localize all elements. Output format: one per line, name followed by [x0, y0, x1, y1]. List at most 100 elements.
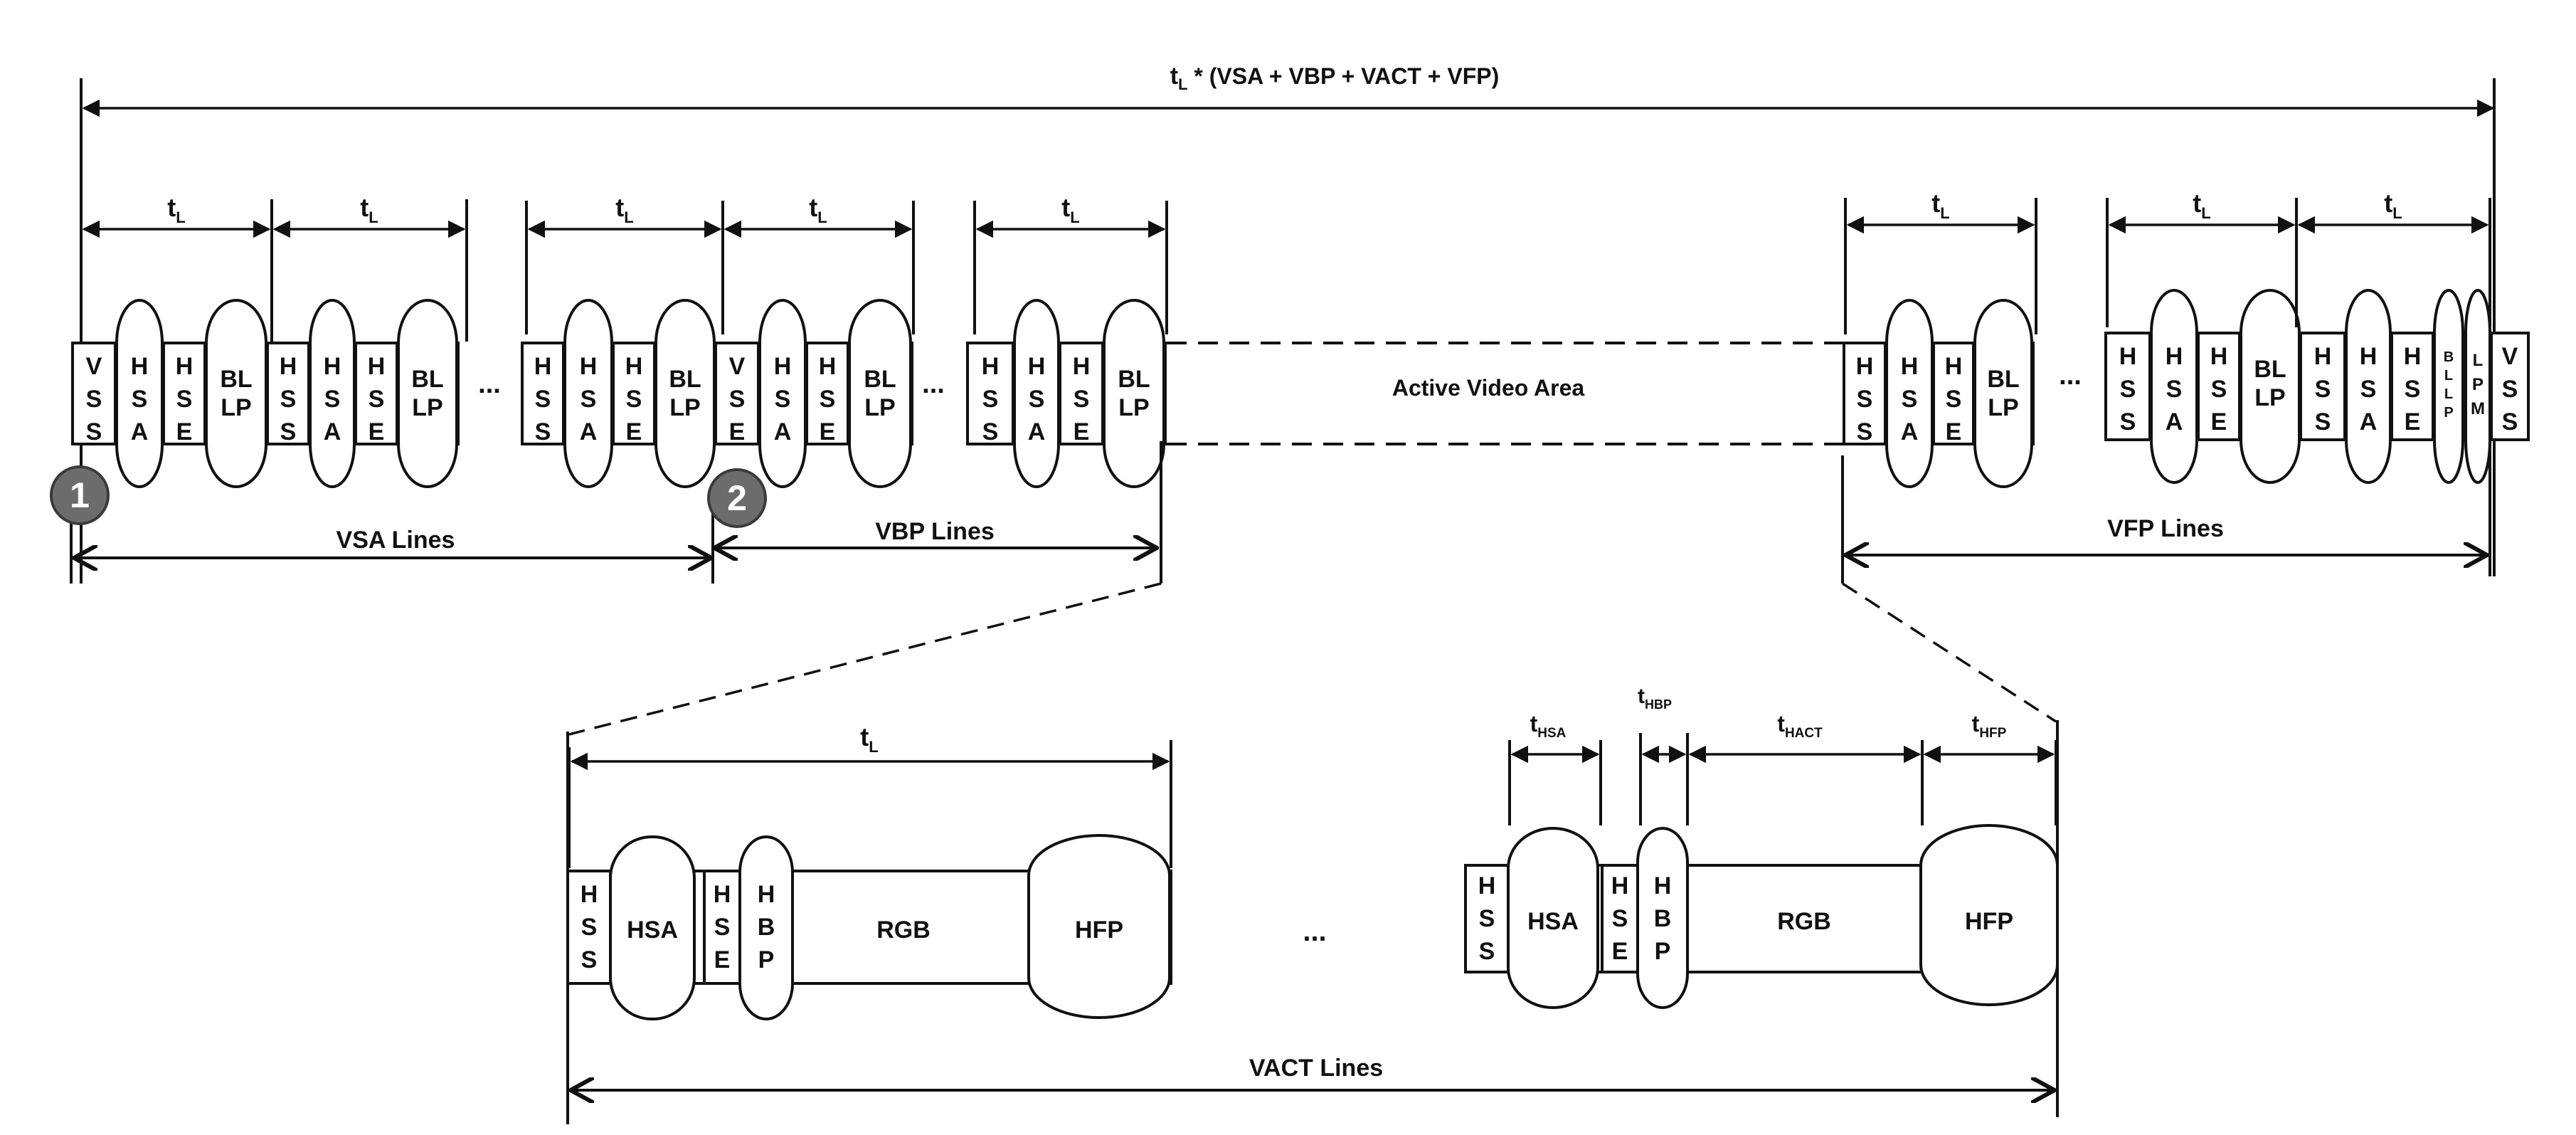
packet-hse-char: S — [820, 386, 836, 413]
vact-hbp-char: H — [1654, 872, 1672, 899]
zoom-line-left — [568, 582, 1162, 736]
packet-hsa-char: A — [324, 418, 341, 445]
packet-bllp-char: LP — [221, 394, 251, 421]
tl-bracket-label: tL — [167, 193, 185, 226]
packet-hse-char: S — [2405, 376, 2421, 403]
packet-hse-char: E — [2405, 408, 2421, 435]
packet-vse-char: V — [729, 353, 746, 380]
packet-hsa-char: H — [774, 353, 792, 380]
packet-hss-char: S — [535, 386, 551, 413]
packet-hss-char: H — [2119, 343, 2137, 370]
lp-oval-bllp — [848, 299, 912, 488]
vact-hbp-char: P — [758, 946, 775, 973]
packet-hss-char: H — [280, 353, 297, 380]
packet-bllp_narrow-char: L — [2444, 386, 2453, 402]
vact-hse-char: S — [714, 914, 731, 941]
packet-hsa-char: H — [1028, 353, 1046, 380]
packet-hss-char: S — [280, 386, 297, 413]
packet-hse-char: E — [176, 418, 193, 445]
packet-hss-char: H — [1856, 353, 1874, 380]
packet-hse-char: E — [1946, 418, 1962, 445]
tl-bracket-label: tL — [2193, 189, 2210, 222]
vact-hss-char: S — [1479, 905, 1495, 932]
vact-hse-char: E — [714, 946, 731, 973]
frame-label: tL * (VSA + VBP + VACT + VFP) — [1170, 63, 1500, 93]
packet-hsa-char: S — [775, 386, 791, 413]
vact-hss-char: H — [1478, 872, 1496, 899]
tl-bracket-label: tL — [1931, 189, 1949, 222]
packet-hse-char: H — [819, 353, 837, 380]
packet-vss-char: V — [2502, 343, 2518, 370]
packet-hss-char: H — [2314, 343, 2332, 370]
packet-vss-char: S — [2502, 376, 2518, 403]
packet-vss-char: S — [86, 386, 102, 413]
packet-hse-char: H — [1945, 353, 1963, 380]
packet-vse-char: S — [729, 386, 746, 413]
ellipsis: ... — [922, 369, 945, 399]
vact-hss-char: S — [581, 946, 598, 973]
packet-hss-char: S — [2315, 408, 2331, 435]
vact-hsa-label: HSA — [627, 917, 678, 944]
packet-vss-char: S — [86, 418, 102, 445]
packet-vss-char: V — [86, 353, 102, 380]
vact-hss-char: S — [581, 914, 598, 941]
packet-hsa-char: S — [2360, 376, 2377, 403]
packet-hss-char: S — [535, 418, 551, 445]
packet-hsa-char: H — [580, 353, 598, 380]
packet-vss-char: S — [2502, 408, 2518, 435]
hfp-oval — [1027, 834, 1171, 1019]
packet-hse-char: H — [1073, 353, 1091, 380]
packet-bllp-char: LP — [864, 394, 895, 421]
marker-2-number: 2 — [727, 478, 747, 518]
packet-lpm-char: L — [2473, 351, 2484, 370]
packet-hss-char: S — [982, 418, 999, 445]
marker-1-number: 1 — [70, 475, 90, 515]
packet-bllp-char: BL — [1987, 366, 2019, 393]
packet-hss-char: S — [2120, 376, 2136, 403]
packet-hsa-char: H — [131, 353, 149, 380]
packet-hse-char: S — [1074, 386, 1090, 413]
packet-hsa-char: H — [2166, 343, 2183, 370]
packet-bllp-char: BL — [1118, 366, 1150, 393]
packet-hse-char: H — [368, 353, 386, 380]
tl-bracket-label: tL — [809, 193, 827, 226]
lp-oval-bllp — [1103, 299, 1165, 488]
vact-hfp-label: HFP — [1965, 908, 2013, 935]
vact-hbp-char: H — [758, 881, 775, 908]
packet-lpm-char: M — [2471, 399, 2485, 418]
tl-bracket-label: tL — [1061, 193, 1079, 226]
vsa-lines-label: VSA Lines — [336, 527, 455, 554]
packet-vse-char: E — [729, 418, 746, 445]
packet-hsa-char: H — [1901, 353, 1919, 380]
marker-1-circle — [50, 465, 110, 525]
packet-bllp-char: BL — [220, 366, 252, 393]
vact-tl-label: tL — [860, 722, 878, 756]
lp-oval-bllp — [397, 299, 458, 488]
packet-bllp_narrow-char: P — [2444, 405, 2453, 421]
packet-hss-char: S — [1857, 418, 1873, 445]
vact-thbp-label: tHBP — [1638, 685, 1672, 712]
packet-hsa-char: A — [1028, 418, 1046, 445]
vact-rgb-label: RGB — [1777, 908, 1831, 935]
packet-hss-char: S — [1857, 386, 1873, 413]
packet-bllp-char: BL — [864, 366, 896, 393]
tl-bracket-label: tL — [360, 193, 378, 226]
ellipsis: ... — [2059, 361, 2082, 391]
packet-hsa-char: H — [324, 353, 341, 380]
packet-hsa-char: S — [1029, 386, 1045, 413]
packet-hss-char: S — [280, 418, 297, 445]
packet-bllp_narrow-char: B — [2444, 349, 2454, 365]
packet-bllp-char: BL — [411, 366, 443, 393]
vact-hsa-label: HSA — [1527, 908, 1579, 935]
vact-hbp-char: P — [1655, 938, 1671, 965]
packet-hss-char: S — [2120, 408, 2136, 435]
vact-thfp-label: tHFP — [1972, 711, 2007, 741]
active-video-area-label: Active Video Area — [1392, 375, 1585, 401]
packet-hsa-char: A — [2166, 408, 2183, 435]
packet-hse-char: S — [1946, 386, 1962, 413]
vact-hss-char: H — [581, 881, 598, 908]
lp-oval-bllp — [654, 299, 716, 488]
zoom-line-right — [1842, 582, 2057, 723]
